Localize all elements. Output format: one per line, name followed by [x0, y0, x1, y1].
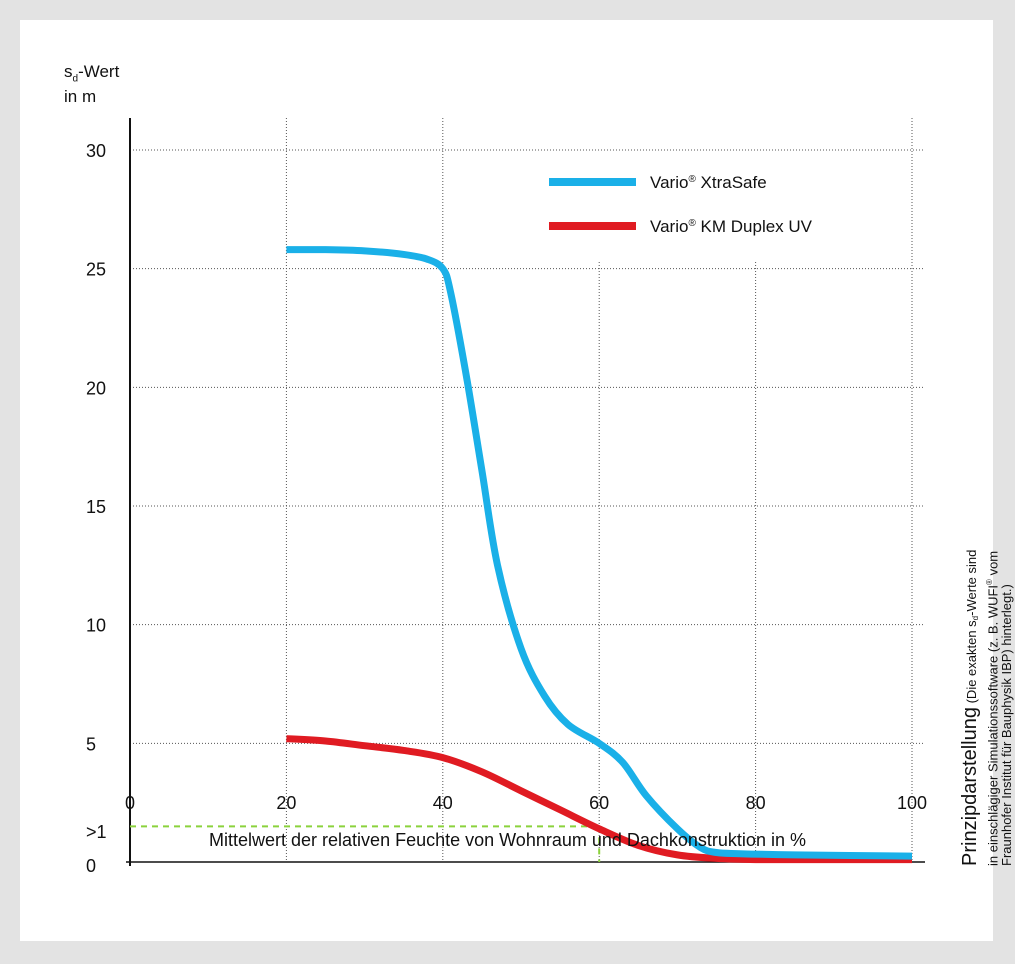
y-axis-title-subscript: d [72, 73, 79, 85]
y-tick-label: 15 [86, 497, 106, 517]
y-tick-label: 10 [86, 616, 106, 636]
side-note-text-d: vom [985, 550, 1001, 580]
y-axis-title-wert: -Wert [78, 62, 120, 81]
x-tick-label: 60 [589, 793, 609, 813]
side-note-title: Prinzipdarstellung [959, 707, 981, 866]
y-axis-title-s: s [64, 62, 73, 81]
x-tick-label: 100 [897, 793, 927, 813]
chart-panel [20, 20, 993, 941]
legend-brand: Vario [650, 217, 688, 236]
series-line-xtrasafe [286, 246, 913, 860]
legend-product: KM Duplex UV [696, 217, 813, 236]
side-note-text-b: -Werte sind [964, 549, 979, 616]
x-tick-label: 40 [433, 793, 453, 813]
y-tick-label: >1 [86, 822, 107, 842]
side-note-registered-mark: ® [985, 579, 994, 585]
side-note-line2: in einschlägiger Simulationssoftware (z.… [983, 416, 1000, 866]
side-note-text-a: (Die exakten s [964, 620, 979, 708]
y-tick-label: 30 [86, 141, 106, 161]
x-tick-label: 0 [125, 793, 135, 813]
side-note-text-c: in einschlägiger Simulationssoftware (z.… [985, 584, 1001, 866]
registered-mark: ® [688, 218, 696, 229]
legend-product: XtraSafe [696, 173, 767, 192]
legend-label-km-duplex-uv: Vario® KM Duplex UV [650, 217, 813, 236]
legend: Vario® XtraSafe Vario® KM Duplex UV [549, 173, 813, 236]
side-note-subscript: d [971, 615, 980, 621]
side-note: Prinzipdarstellung (Die exakten sd-Werte… [959, 416, 1015, 866]
y-axis-title-line1: sd-Wert [64, 62, 119, 89]
y-tick-label: 0 [86, 856, 96, 876]
side-note-line3: Fraunhofer Institut für Bauphysik IBP) h… [999, 584, 1015, 866]
x-axis-title: Mittelwert der relativen Feuchte von Woh… [209, 830, 806, 850]
x-tick-label: 80 [746, 793, 766, 813]
x-tick-label: 20 [276, 793, 296, 813]
legend-brand: Vario [650, 173, 688, 192]
y-axis-title-line2: in m [64, 87, 97, 106]
series-lines [286, 246, 913, 864]
side-note-line1: Prinzipdarstellung (Die exakten sd-Werte… [959, 416, 983, 866]
x-tick-labels: 0 20 40 60 80 100 [125, 793, 927, 813]
y-tick-labels: 30 25 20 15 10 5 >1 0 [86, 141, 107, 876]
y-tick-label: 5 [86, 734, 96, 754]
registered-mark: ® [688, 174, 696, 185]
legend-label-xtrasafe: Vario® XtraSafe [650, 173, 767, 192]
y-tick-label: 20 [86, 378, 106, 398]
grid-lines [130, 118, 925, 862]
y-tick-label: 25 [86, 260, 106, 280]
series-line-km-duplex-uv [286, 735, 912, 864]
